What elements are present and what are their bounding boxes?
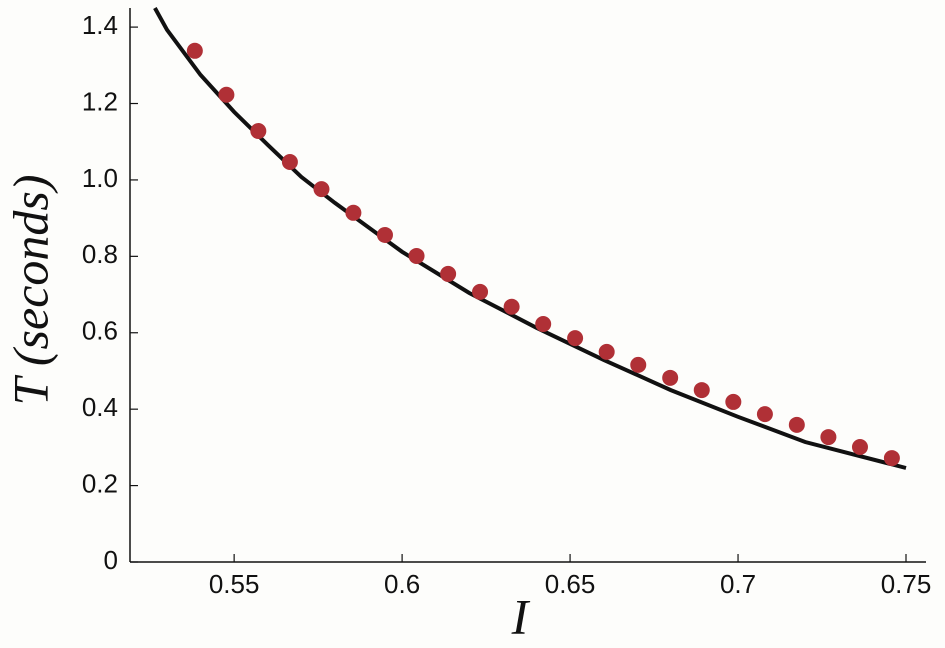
y-tick-label: 0.8 bbox=[82, 239, 118, 269]
data-point bbox=[598, 343, 615, 360]
data-point bbox=[630, 356, 647, 373]
data-point bbox=[218, 86, 235, 103]
data-point bbox=[503, 298, 520, 315]
data-point bbox=[788, 416, 805, 433]
x-tick-label: 0.55 bbox=[209, 569, 260, 599]
data-point bbox=[440, 265, 457, 282]
data-point bbox=[851, 438, 868, 455]
y-axis-title: T (seconds) bbox=[2, 174, 58, 405]
data-point bbox=[408, 247, 425, 264]
data-point bbox=[472, 283, 489, 300]
y-tick-label: 0.4 bbox=[82, 392, 118, 422]
x-tick-label: 0.65 bbox=[545, 569, 596, 599]
data-point bbox=[883, 450, 900, 467]
data-point bbox=[662, 369, 679, 386]
data-point bbox=[313, 181, 330, 198]
data-point bbox=[535, 315, 552, 332]
y-tick-label: 0 bbox=[104, 545, 118, 575]
data-point bbox=[281, 153, 298, 170]
data-point bbox=[567, 330, 584, 347]
y-tick-label: 1.2 bbox=[82, 86, 118, 116]
x-tick-label: 0.6 bbox=[384, 569, 420, 599]
y-tick-label: 1.0 bbox=[82, 163, 118, 193]
y-tick-label: 0.6 bbox=[82, 316, 118, 346]
data-point bbox=[820, 429, 837, 446]
data-point bbox=[725, 393, 742, 410]
x-tick-label: 0.7 bbox=[720, 569, 756, 599]
y-tick-label: 1.4 bbox=[82, 10, 118, 40]
data-point bbox=[186, 42, 203, 59]
x-axis-title: I bbox=[511, 588, 531, 644]
y-tick-label: 0.2 bbox=[82, 468, 118, 498]
data-point bbox=[693, 382, 710, 399]
data-point bbox=[250, 123, 267, 140]
x-tick-label: 0.75 bbox=[881, 569, 932, 599]
data-point bbox=[345, 204, 362, 221]
data-point bbox=[376, 226, 393, 243]
data-point bbox=[756, 406, 773, 423]
curve bbox=[153, 7, 907, 470]
